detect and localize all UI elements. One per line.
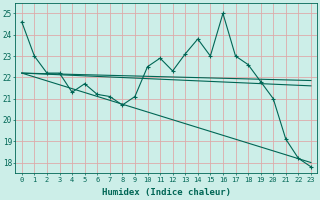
X-axis label: Humidex (Indice chaleur): Humidex (Indice chaleur)	[102, 188, 231, 197]
